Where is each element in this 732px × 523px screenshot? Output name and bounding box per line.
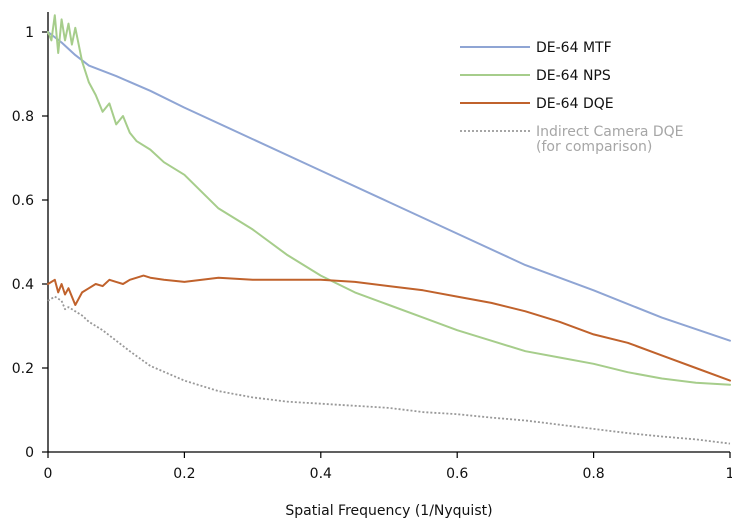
y-tick-label: 0.8 [12, 109, 34, 125]
series-line-1 [47, 14, 731, 386]
legend-label-3: Indirect Camera DQE [536, 124, 684, 140]
y-tick-label: 0.6 [12, 193, 34, 209]
legend: DE-64 MTF DE-64 NPS DE-64 DQE Indirect Came… [460, 40, 684, 155]
x-tick-label: 0.4 [310, 466, 332, 482]
series-line-0 [47, 31, 731, 342]
ticks: 0 0.2 0.4 0.6 0.8 1 0 0.2 0.4 0.6 0.8 1 [12, 25, 732, 482]
series-lines [47, 14, 731, 445]
x-tick-label: 0.6 [446, 466, 468, 482]
x-tick-label: 1 [726, 466, 732, 482]
series-line-3 [47, 295, 731, 445]
axes [47, 12, 730, 453]
y-tick-label: 1 [25, 25, 34, 41]
legend-label-2: DE-64 DQE [536, 96, 614, 112]
x-tick-label: 0.8 [582, 466, 604, 482]
legend-label-3-line2: (for comparison) [536, 139, 652, 155]
y-tick-label: 0.4 [12, 277, 34, 293]
x-axis-title: Spatial Frequency (1/Nyquist) [285, 503, 492, 519]
y-tick-label: 0.2 [12, 361, 34, 377]
x-tick-label: 0.2 [173, 466, 195, 482]
legend-label-0: DE-64 MTF [536, 40, 612, 56]
legend-label-1: DE-64 NPS [536, 68, 611, 84]
x-tick-label: 0 [44, 466, 53, 482]
y-tick-label: 0 [25, 445, 34, 461]
series-line-2 [47, 274, 731, 382]
